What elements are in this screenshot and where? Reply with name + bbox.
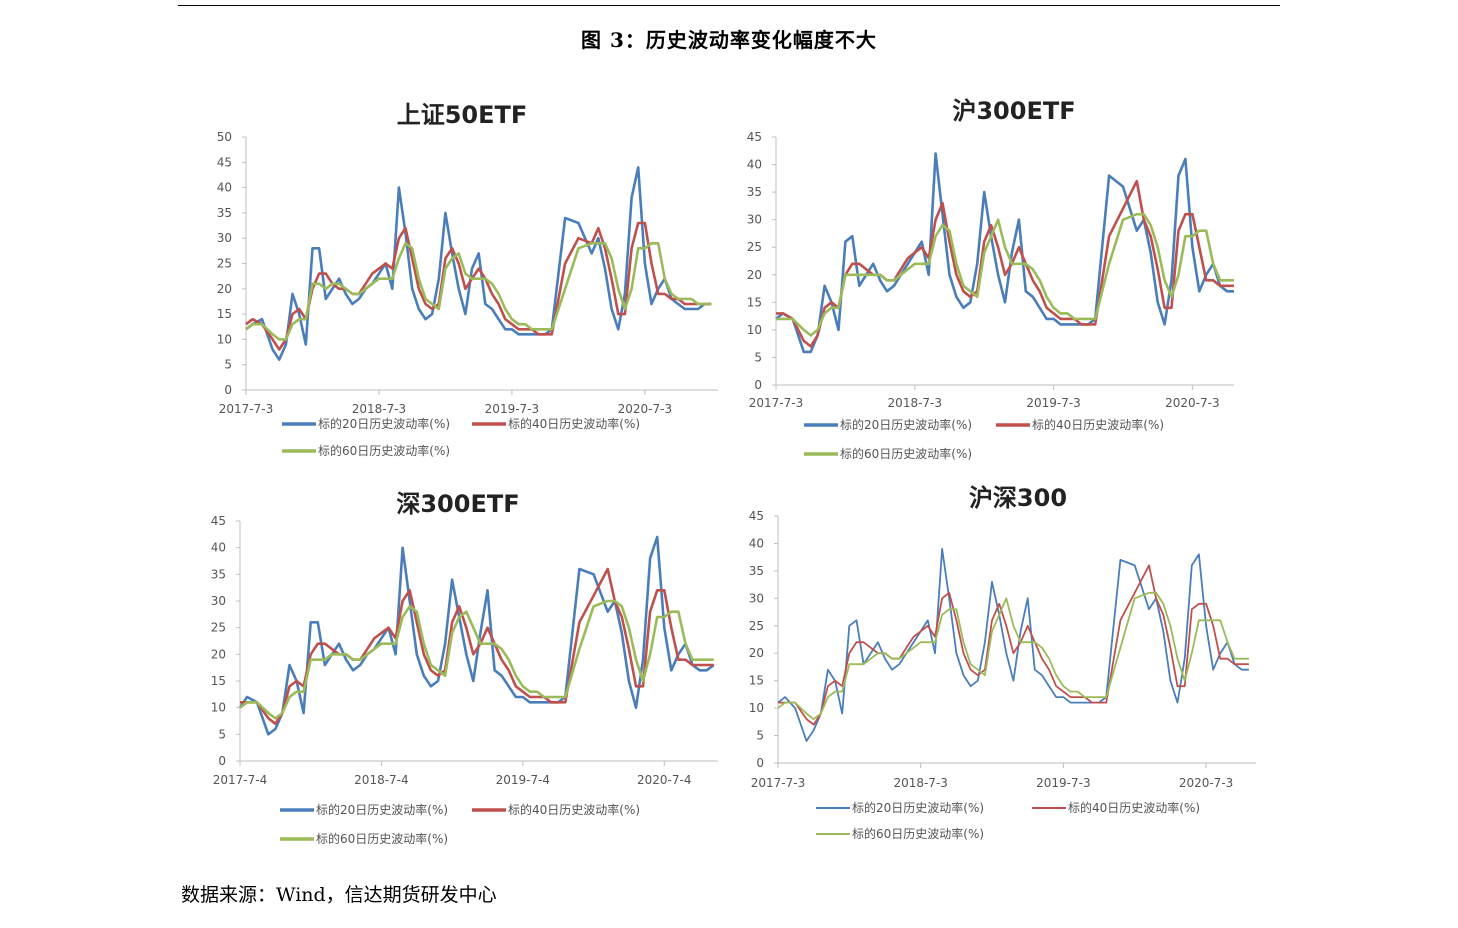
x-tick-label: 2020-7-3 xyxy=(1179,776,1233,790)
legend-label: 标的20日历史波动率(%) xyxy=(840,417,972,432)
x-tick-label: 2017-7-3 xyxy=(751,776,805,790)
y-tick-label: 10 xyxy=(749,701,764,715)
y-tick-label: 25 xyxy=(747,240,762,254)
y-tick-label: 30 xyxy=(747,213,762,227)
y-tick-label: 45 xyxy=(749,509,764,523)
y-tick-label: 15 xyxy=(749,674,764,688)
series-line-s60 xyxy=(776,212,1234,337)
data-source: 数据来源：Wind，信达期货研发中心 xyxy=(181,884,497,906)
chart-hu300etf: 沪300ETF 0 5 10 15 20 25 30 35 40 45 2017-7-3 2018-7-… xyxy=(747,97,1234,461)
y-tick-label: 10 xyxy=(217,332,232,346)
y-tick-label: 15 xyxy=(211,674,226,688)
y-tick-label: 20 xyxy=(749,646,764,660)
x-tick-label: 2019-7-3 xyxy=(485,402,539,416)
chart-title: 沪300ETF xyxy=(952,97,1075,125)
y-tick-label: 35 xyxy=(747,185,762,199)
y-tick-label: 45 xyxy=(747,130,762,144)
chart-csi300: 沪深300 0 5 10 15 20 25 30 35 40 45 2017-7-3 2018-7-3 2… xyxy=(749,484,1256,841)
series-line-s60 xyxy=(777,591,1249,721)
y-tick-label: 10 xyxy=(747,323,762,337)
x-tick-label: 2020-7-3 xyxy=(1165,396,1219,410)
y-tick-label: 40 xyxy=(747,158,762,172)
legend-label: 标的40日历史波动率(%) xyxy=(508,802,640,817)
y-tick-label: 35 xyxy=(211,567,226,581)
chart-title: 沪深300 xyxy=(969,484,1067,512)
x-tick-label: 2018-7-3 xyxy=(888,396,942,410)
x-tick-label: 2019-7-3 xyxy=(1026,396,1080,410)
x-tick-label: 2018-7-4 xyxy=(354,773,408,787)
legend-label: 标的60日历史波动率(%) xyxy=(840,446,972,461)
y-tick-label: 20 xyxy=(211,647,226,661)
y-tick-label: 5 xyxy=(756,729,764,743)
y-tick-label: 5 xyxy=(224,358,232,372)
legend-label: 标的60日历史波动率(%) xyxy=(852,826,984,841)
x-tick-label: 2019-7-4 xyxy=(496,773,550,787)
y-tick-label: 15 xyxy=(747,295,762,309)
chart-shen300etf: 深300ETF 0 5 10 15 20 25 30 35 40 45 2017-7-4 2018-7-… xyxy=(211,490,718,846)
y-tick-label: 25 xyxy=(749,619,764,633)
y-tick-label: 45 xyxy=(217,155,232,169)
top-rule xyxy=(178,5,1280,6)
y-tick-label: 45 xyxy=(211,514,226,528)
series-line-s20 xyxy=(775,152,1234,354)
y-tick-label: 40 xyxy=(211,541,226,555)
y-tick-label: 5 xyxy=(754,350,762,364)
y-tick-label: 25 xyxy=(217,257,232,271)
legend-label: 标的60日历史波动率(%) xyxy=(316,831,448,846)
y-tick-label: 20 xyxy=(747,268,762,282)
y-tick-label: 20 xyxy=(217,282,232,296)
chart-sse50etf: 上证50ETF 0 5 10 15 20 25 30 35 40 45 50 2017-7-3 2018-… xyxy=(217,101,718,458)
y-tick-label: 50 xyxy=(217,130,232,144)
y-tick-label: 40 xyxy=(749,536,764,550)
legend-label: 标的40日历史波动率(%) xyxy=(1068,800,1200,815)
chart-title: 深300ETF xyxy=(396,490,519,518)
legend-label: 标的40日历史波动率(%) xyxy=(1032,417,1164,432)
y-tick-label: 15 xyxy=(217,307,232,321)
y-tick-label: 30 xyxy=(217,231,232,245)
x-tick-label: 2018-7-3 xyxy=(893,776,947,790)
legend-label: 标的20日历史波动率(%) xyxy=(316,802,448,817)
y-tick-label: 30 xyxy=(211,594,226,608)
series-line-s40 xyxy=(776,179,1234,348)
y-tick-label: 40 xyxy=(217,181,232,195)
y-tick-label: 0 xyxy=(756,756,764,770)
figure-title: 图 3：历史波动率变化幅度不大 xyxy=(581,28,877,52)
legend-label: 标的60日历史波动率(%) xyxy=(318,443,450,458)
y-tick-label: 35 xyxy=(749,564,764,578)
y-tick-label: 30 xyxy=(749,591,764,605)
y-tick-label: 5 xyxy=(218,727,226,741)
y-tick-label: 10 xyxy=(211,701,226,715)
series-line-s20 xyxy=(777,548,1249,742)
legend-label: 标的20日历史波动率(%) xyxy=(852,800,984,815)
series-line-s60 xyxy=(245,242,712,341)
y-tick-label: 25 xyxy=(211,621,226,635)
y-tick-label: 0 xyxy=(218,754,226,768)
x-tick-label: 2017-7-3 xyxy=(749,396,803,410)
x-tick-label: 2020-7-3 xyxy=(618,402,672,416)
x-tick-label: 2019-7-3 xyxy=(1036,776,1090,790)
x-tick-label: 2018-7-3 xyxy=(352,402,406,416)
y-tick-label: 0 xyxy=(224,383,232,397)
chart-title: 上证50ETF xyxy=(397,101,528,129)
y-tick-label: 35 xyxy=(217,206,232,220)
x-tick-label: 2020-7-4 xyxy=(637,773,691,787)
x-tick-label: 2017-7-3 xyxy=(219,402,273,416)
series-line-s40 xyxy=(240,567,714,725)
legend-label: 标的20日历史波动率(%) xyxy=(318,416,450,431)
legend-label: 标的40日历史波动率(%) xyxy=(508,416,640,431)
x-tick-label: 2017-7-4 xyxy=(213,773,267,787)
series-line-s40 xyxy=(778,564,1249,726)
series-line-s60 xyxy=(239,599,714,720)
series-line-s20 xyxy=(245,166,712,361)
y-tick-label: 0 xyxy=(754,378,762,392)
series-line-s40 xyxy=(245,221,712,351)
